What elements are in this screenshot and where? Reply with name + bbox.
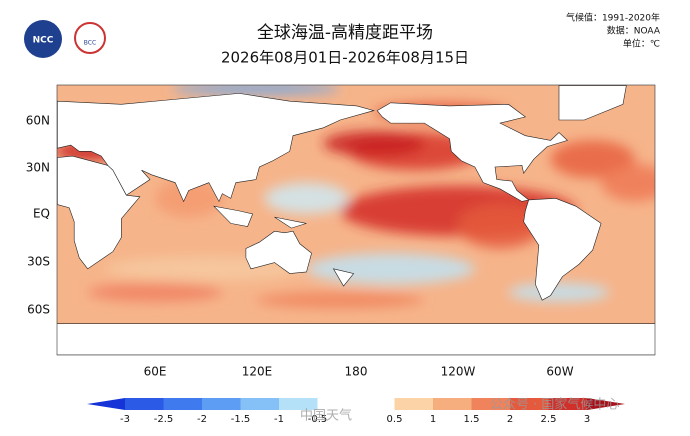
land (245, 230, 312, 274)
lon-label: 60W (546, 365, 573, 379)
colorbar-box (317, 398, 395, 410)
lon-label: 120E (242, 365, 273, 379)
colorbar-label: 2.5 (541, 414, 557, 425)
colorbar-label: 1 (430, 414, 436, 425)
anomaly-patch (264, 182, 349, 214)
colorbar-label: -2 (197, 414, 207, 425)
anomaly-patch (323, 130, 425, 157)
lon-label: 60E (144, 365, 167, 379)
ncc-logo (24, 20, 62, 58)
lat-label: EQ (33, 207, 50, 221)
title: 全球海温-高精度距平场 (257, 23, 433, 43)
land (57, 323, 655, 355)
anomaly-patch (87, 282, 223, 302)
colorbar-end (87, 398, 125, 410)
land (558, 85, 627, 121)
colorbar-label: -0.5 (308, 414, 328, 425)
colorbar-box (279, 398, 318, 410)
colorbar-label: 1.5 (464, 414, 480, 425)
info: 数据：NOAA (607, 25, 661, 37)
land (57, 155, 141, 270)
anomaly-patch (601, 163, 655, 202)
colorbar-label: 3 (584, 414, 590, 425)
colorbar-box (163, 398, 202, 410)
ncc-logo-text: NCC (33, 36, 54, 46)
info: 气候值：1991-2020年 (566, 12, 660, 24)
subtitle: 2026年08月01日-2026年08月15日 (221, 49, 469, 67)
colorbar-label: -1 (274, 414, 284, 425)
colorbar-box (471, 398, 510, 410)
anomaly-patch (508, 282, 610, 302)
colorbar-box (125, 398, 164, 410)
colorbar-label: -2.5 (154, 414, 174, 425)
colorbar-box (548, 398, 587, 410)
colorbar-box (433, 398, 472, 410)
colorbar-box (394, 398, 433, 410)
anomaly-patch (171, 85, 341, 95)
watermark: 中国天气 (300, 408, 352, 424)
land (274, 216, 307, 229)
watermark: 公众号 · 国家气候中心 (490, 397, 619, 413)
anomaly-patch (306, 253, 475, 285)
lat-label: 30S (27, 255, 50, 269)
lat-label: 30N (26, 161, 50, 175)
lat-label: 60S (27, 303, 50, 317)
anomaly-patch (458, 204, 543, 249)
anomaly-patch (155, 179, 223, 218)
colorbar-box (202, 398, 241, 410)
colorbar-end (587, 398, 625, 410)
land (57, 93, 375, 203)
colorbar: -3 -2.5 -2 -1.5 -1 -0.5 0.5 1 1.5 2 2.5 3 (87, 398, 625, 425)
land (523, 198, 602, 301)
lon-label: 180 (345, 365, 368, 379)
bcc-logo-text: BCC (84, 40, 96, 47)
land (332, 268, 355, 287)
bcc-logo (74, 22, 106, 54)
colorbar-label: 0.5 (387, 414, 403, 425)
map-frame (56, 84, 656, 356)
colorbar-label: -1.5 (231, 414, 251, 425)
colorbar-label: 2 (507, 414, 513, 425)
land (213, 205, 254, 227)
colorbar-box (510, 398, 549, 410)
map (57, 85, 655, 355)
colorbar-label: -3 (120, 414, 130, 425)
lat-label: 60N (26, 114, 50, 128)
land (376, 102, 569, 202)
lon-label: 120W (441, 365, 476, 379)
anomaly-patch (256, 292, 425, 308)
colorbar-box (240, 398, 279, 410)
info: 单位：℃ (623, 38, 660, 50)
